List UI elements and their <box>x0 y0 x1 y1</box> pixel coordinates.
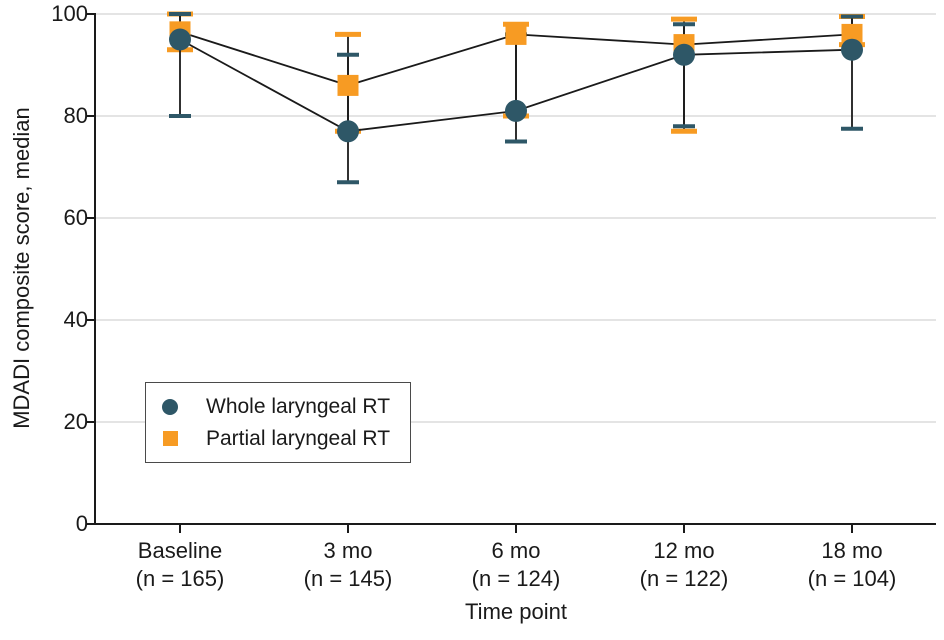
legend-label: Whole laryngeal RT <box>206 394 391 418</box>
y-tick-label: 20 <box>63 409 88 434</box>
x-tick-label: 6 mo (n = 124) <box>426 537 606 593</box>
circle-data-point <box>841 38 863 61</box>
square-marker-icon <box>163 431 178 446</box>
data-point-markers <box>169 21 863 143</box>
x-tick-n: (n = 122) <box>639 566 729 591</box>
y-tick-label: 60 <box>63 205 88 230</box>
axes <box>87 13 936 533</box>
x-tick-n: (n = 145) <box>303 566 393 591</box>
x-tick-label: 12 mo (n = 122) <box>594 537 774 593</box>
circle-data-point <box>169 28 191 51</box>
x-tick-name: 18 mo <box>821 538 883 563</box>
y-tick-label: 0 <box>75 511 88 536</box>
x-tick-name: 12 mo <box>653 538 715 563</box>
y-tick-label: 80 <box>63 103 88 128</box>
circle-data-point <box>337 120 359 143</box>
x-tick-n: (n = 165) <box>135 566 225 591</box>
x-tick-n: (n = 104) <box>807 566 897 591</box>
circle-data-point <box>673 43 695 66</box>
legend-item-whole-laryngeal-rt: Whole laryngeal RT <box>162 395 392 419</box>
y-axis-title: MDADI composite score, median <box>9 107 34 429</box>
y-tick-label: 40 <box>63 307 88 332</box>
x-tick-name: Baseline <box>137 538 223 563</box>
x-tick-name: 6 mo <box>491 538 541 563</box>
gridlines <box>95 13 936 423</box>
legend: Whole laryngeal RT Partial laryngeal RT <box>145 382 411 463</box>
x-tick-label: 18 mo (n = 104) <box>762 537 942 593</box>
x-tick-n: (n = 124) <box>471 566 561 591</box>
square-data-point <box>841 23 863 45</box>
y-tick-label: 100 <box>51 1 88 26</box>
x-axis-title: Time point <box>465 599 567 624</box>
legend-item-partial-laryngeal-rt: Partial laryngeal RT <box>162 427 392 451</box>
x-tick-label: Baseline (n = 165) <box>90 537 270 593</box>
x-tick-name: 3 mo <box>323 538 373 563</box>
legend-label: Partial laryngeal RT <box>206 426 391 450</box>
square-data-point <box>505 23 527 45</box>
square-data-point <box>337 74 359 96</box>
x-tick-label: 3 mo (n = 145) <box>258 537 438 593</box>
circle-marker-icon <box>162 398 178 415</box>
circle-data-point <box>505 99 527 122</box>
